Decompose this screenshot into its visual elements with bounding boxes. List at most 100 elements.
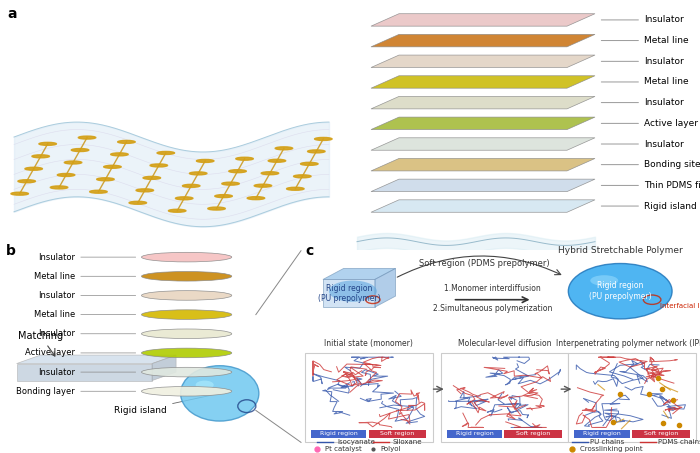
Polygon shape <box>371 55 595 67</box>
FancyBboxPatch shape <box>441 353 568 442</box>
Text: Hybrid Stretchable Polymer: Hybrid Stretchable Polymer <box>558 246 682 255</box>
Ellipse shape <box>293 175 311 178</box>
Ellipse shape <box>39 142 57 145</box>
Text: Insulator: Insulator <box>601 57 684 66</box>
Polygon shape <box>371 138 595 150</box>
Polygon shape <box>371 76 595 88</box>
Text: Insulator: Insulator <box>38 253 136 262</box>
Text: Polyol: Polyol <box>381 446 401 452</box>
Ellipse shape <box>11 192 29 195</box>
Ellipse shape <box>268 159 286 162</box>
Ellipse shape <box>78 136 96 139</box>
Ellipse shape <box>176 197 193 200</box>
Text: Rigid island: Rigid island <box>601 202 696 211</box>
Ellipse shape <box>141 271 232 281</box>
Text: Metal line: Metal line <box>601 36 689 45</box>
Ellipse shape <box>141 252 232 262</box>
Text: Soft region (PDMS prepolymer): Soft region (PDMS prepolymer) <box>419 259 550 268</box>
Text: Metal line: Metal line <box>34 272 136 281</box>
Ellipse shape <box>141 310 232 319</box>
Text: Soft region: Soft region <box>380 431 414 436</box>
Text: Initial state (monomer): Initial state (monomer) <box>324 338 413 347</box>
Text: Rigid region: Rigid region <box>320 431 358 436</box>
Text: PDMS chains: PDMS chains <box>658 439 700 445</box>
Text: Bonding sites: Bonding sites <box>601 160 700 169</box>
FancyBboxPatch shape <box>632 429 690 438</box>
Ellipse shape <box>169 209 186 212</box>
Ellipse shape <box>286 187 304 190</box>
Text: Metal line: Metal line <box>34 310 136 319</box>
Text: Interpenetrating polymer network (IPN): Interpenetrating polymer network (IPN) <box>556 338 700 347</box>
FancyBboxPatch shape <box>311 429 366 438</box>
Text: Interfacial IPN: Interfacial IPN <box>660 303 700 309</box>
Polygon shape <box>371 179 595 192</box>
Text: Soft region: Soft region <box>644 431 678 436</box>
Ellipse shape <box>97 178 114 181</box>
Ellipse shape <box>247 197 265 200</box>
Text: Rigid region
(PU prepolymer): Rigid region (PU prepolymer) <box>318 284 380 303</box>
Polygon shape <box>371 159 595 171</box>
Polygon shape <box>152 355 176 381</box>
Ellipse shape <box>275 147 293 150</box>
Text: Isocyanate: Isocyanate <box>337 439 374 445</box>
Text: Metal line: Metal line <box>601 77 689 87</box>
Text: PU chains: PU chains <box>590 439 624 445</box>
FancyBboxPatch shape <box>447 429 502 438</box>
Ellipse shape <box>190 172 207 175</box>
Ellipse shape <box>590 275 618 286</box>
Ellipse shape <box>215 195 232 198</box>
Ellipse shape <box>18 180 36 183</box>
Ellipse shape <box>32 155 50 158</box>
Ellipse shape <box>183 184 200 188</box>
Polygon shape <box>17 355 176 364</box>
Ellipse shape <box>141 329 232 338</box>
Ellipse shape <box>208 207 225 210</box>
Text: Matching: Matching <box>18 331 63 356</box>
Text: b: b <box>6 244 16 258</box>
Polygon shape <box>371 34 595 47</box>
Ellipse shape <box>129 201 146 204</box>
Text: Insulator: Insulator <box>38 329 136 338</box>
Text: Soft region: Soft region <box>516 431 550 436</box>
Ellipse shape <box>307 150 325 153</box>
Ellipse shape <box>157 151 174 154</box>
Text: Rigid island: Rigid island <box>114 394 217 415</box>
Polygon shape <box>323 269 395 280</box>
Polygon shape <box>371 96 595 109</box>
Text: Insulator: Insulator <box>38 291 136 300</box>
Ellipse shape <box>136 189 153 192</box>
FancyBboxPatch shape <box>574 429 630 438</box>
Ellipse shape <box>71 149 89 152</box>
Text: Active layer: Active layer <box>25 348 136 357</box>
Ellipse shape <box>236 157 253 160</box>
FancyBboxPatch shape <box>568 353 696 442</box>
Text: 1.Monomer interdiffusion: 1.Monomer interdiffusion <box>444 284 541 294</box>
Polygon shape <box>371 14 595 26</box>
Polygon shape <box>371 200 595 212</box>
Ellipse shape <box>314 137 332 140</box>
Ellipse shape <box>57 173 75 177</box>
Ellipse shape <box>254 184 272 187</box>
Ellipse shape <box>261 172 279 175</box>
Polygon shape <box>371 117 595 130</box>
FancyBboxPatch shape <box>305 353 433 442</box>
Ellipse shape <box>222 182 239 185</box>
FancyBboxPatch shape <box>505 429 562 438</box>
FancyBboxPatch shape <box>369 429 426 438</box>
Ellipse shape <box>196 381 214 389</box>
Text: Bonding layer: Bonding layer <box>17 387 136 396</box>
Ellipse shape <box>64 161 82 164</box>
Text: 2.Simultaneous polymerization: 2.Simultaneous polymerization <box>433 304 552 313</box>
Text: Insulator: Insulator <box>601 140 684 149</box>
Circle shape <box>181 366 259 421</box>
Text: Active layer: Active layer <box>601 119 698 128</box>
Ellipse shape <box>50 186 68 189</box>
Polygon shape <box>323 280 374 307</box>
Polygon shape <box>17 364 152 381</box>
Text: Pt catalyst: Pt catalyst <box>325 446 362 452</box>
Text: Rigid region
(PU prepolymer): Rigid region (PU prepolymer) <box>589 281 652 301</box>
Ellipse shape <box>25 167 43 170</box>
Ellipse shape <box>300 162 318 165</box>
Text: Insulator: Insulator <box>601 98 684 107</box>
Ellipse shape <box>150 164 167 167</box>
